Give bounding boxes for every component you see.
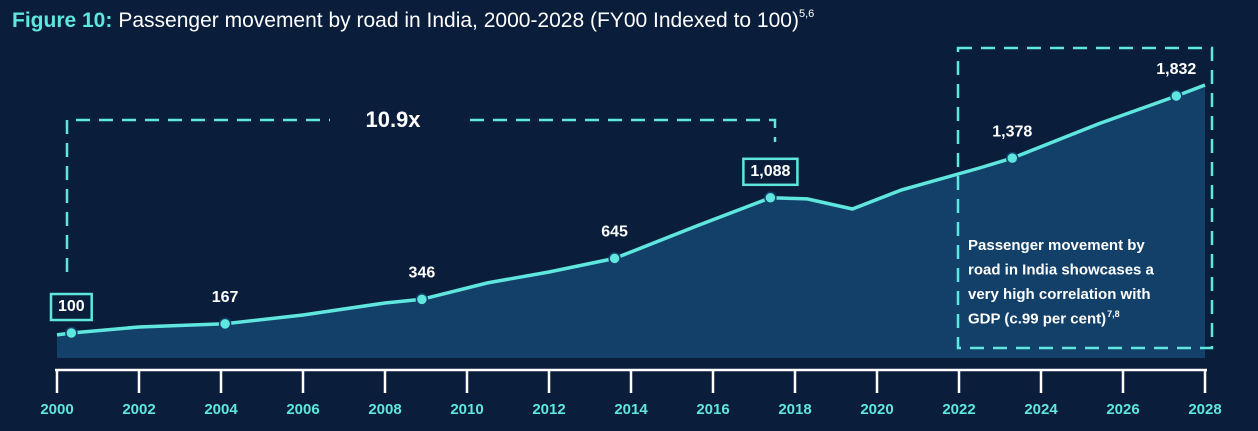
x-tick-label: 2022 (942, 401, 975, 418)
x-tick-label: 2002 (122, 401, 155, 418)
x-tick-label: 2028 (1188, 401, 1221, 418)
x-tick-label: 2020 (860, 401, 893, 418)
plot: 100 167 346 645 1,088 1,378 1,832 (49, 61, 1206, 358)
x-tick-label: 2024 (1024, 401, 1058, 418)
label-box (49, 292, 93, 322)
value-label: 100 (58, 298, 85, 315)
title-sup: 5,6 (799, 8, 814, 20)
bracket-right (470, 118, 777, 142)
value-label: 1,832 (1156, 61, 1196, 78)
x-tick-label: 2000 (40, 401, 73, 418)
x-tick-label: 2018 (778, 401, 811, 418)
value-label: 1,088 (750, 163, 790, 180)
label-box (742, 157, 799, 187)
note-line: road in India showcases a (968, 261, 1155, 278)
area-fill (57, 85, 1205, 358)
x-tick-label: 2010 (450, 401, 483, 418)
title-prefix: Figure 10: (12, 9, 112, 32)
note-line: very high correlation with (968, 286, 1151, 303)
point (1170, 89, 1183, 103)
point (608, 252, 621, 265)
title-text: Passenger movement by road in India, 200… (118, 9, 799, 32)
x-tick-label: 2012 (532, 401, 565, 418)
x-tick-label: 2006 (286, 401, 319, 418)
bracket-left (65, 118, 330, 272)
note-line: GDP (c.99 per cent) (968, 310, 1106, 327)
x-tick-label: 2004 (204, 401, 238, 418)
point (218, 317, 232, 331)
annotation: 10.9x (365, 107, 421, 132)
bracket (65, 46, 1214, 350)
note: Passenger movement by road in India showc… (968, 237, 1155, 328)
x-tick-label: 2014 (614, 401, 648, 418)
value-label: 346 (409, 265, 436, 282)
point (764, 191, 777, 205)
point (415, 293, 429, 306)
chart-title: Figure 10: Passenger movement by road in … (12, 8, 814, 32)
x-tick-label: 2008 (368, 401, 401, 418)
note-box (956, 46, 1214, 350)
note-sup: 7,8 (1107, 309, 1120, 319)
value-label: 1,378 (992, 123, 1032, 140)
x-tick-label: 2016 (696, 401, 729, 418)
note-line: Passenger movement by (968, 237, 1145, 254)
point (65, 326, 78, 340)
point (1006, 151, 1019, 165)
value-label: 167 (212, 289, 239, 306)
value-label: 645 (601, 224, 628, 241)
x-tick-label: 2026 (1106, 401, 1139, 418)
